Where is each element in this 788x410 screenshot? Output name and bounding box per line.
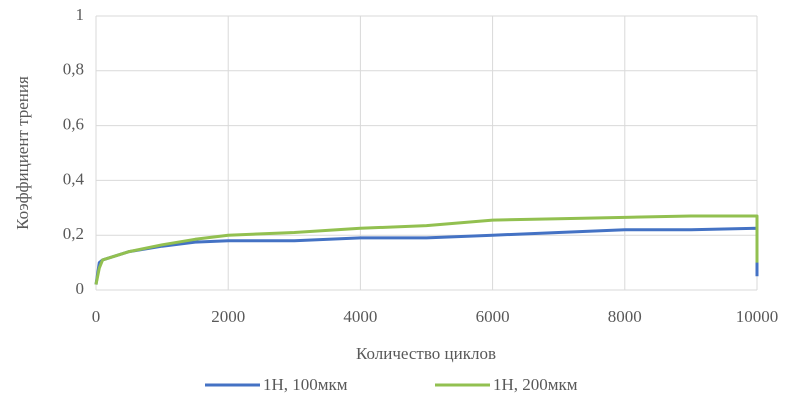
- legend-label: 1Н, 100мкм: [263, 375, 348, 394]
- x-tick-label: 0: [92, 307, 101, 326]
- x-tick-label: 4000: [343, 307, 377, 326]
- y-tick-label: 0,4: [63, 169, 85, 188]
- x-tick-label: 10000: [736, 307, 779, 326]
- y-tick-label: 1: [76, 5, 85, 24]
- x-tick-label: 6000: [476, 307, 510, 326]
- legend-label: 1Н, 200мкм: [493, 375, 578, 394]
- y-tick-label: 0,2: [63, 224, 84, 243]
- y-tick-label: 0,6: [63, 115, 84, 134]
- y-axis-title: Коэффициент трения: [13, 76, 32, 230]
- y-tick-label: 0: [76, 279, 85, 298]
- y-tick-label: 0,8: [63, 60, 84, 79]
- x-tick-label: 2000: [211, 307, 245, 326]
- series-line: [94, 226, 759, 285]
- series-line: [94, 214, 759, 285]
- x-axis-title: Количество циклов: [356, 344, 496, 363]
- x-tick-label: 8000: [608, 307, 642, 326]
